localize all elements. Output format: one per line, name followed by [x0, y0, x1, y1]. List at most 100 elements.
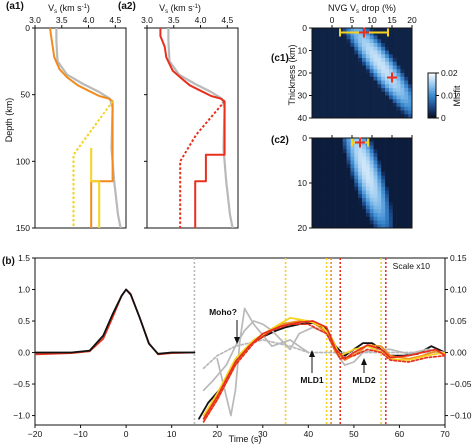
c1-cell: [381, 110, 386, 115]
c2-cell: [388, 145, 394, 150]
c2-cell: [354, 194, 359, 199]
b-xtick-label-4: 20: [212, 429, 222, 439]
c1-cell: [350, 110, 355, 115]
c1-cell: [408, 110, 413, 115]
c2-cell: [315, 175, 320, 180]
c1-cell: [319, 103, 324, 108]
c1-cell: [388, 103, 394, 108]
c2-cell: [381, 205, 386, 210]
c1-cell: [331, 50, 336, 55]
c1-cell: [315, 95, 320, 100]
c2-cell: [319, 194, 324, 199]
c1-cell: [331, 114, 336, 119]
c2-cell: [362, 201, 367, 206]
c1-cell: [312, 35, 317, 40]
c1-cell: [377, 65, 382, 70]
c2-cell: [354, 138, 359, 143]
c2-cell: [331, 179, 336, 184]
c1-cell: [392, 46, 397, 51]
c1-cell: [319, 54, 324, 59]
c1-cell: [408, 73, 413, 78]
c1-cell: [396, 43, 401, 48]
c1-cell: [404, 106, 409, 111]
c2-cell: [388, 156, 394, 161]
c1-cell: [354, 58, 359, 63]
c2-cell: [327, 138, 332, 143]
c1-cell: [381, 28, 386, 33]
c1-cell: [331, 31, 336, 36]
c1-cell: [396, 50, 401, 55]
c2-cell: [315, 168, 320, 173]
c1-cell: [373, 114, 378, 119]
c1-cell: [354, 80, 359, 85]
c2-cell: [331, 224, 336, 229]
b-ytick-label-left-2: 0.5: [18, 316, 30, 326]
c1-cell: [400, 76, 405, 81]
c1-cell: [404, 91, 409, 96]
c2-cell: [362, 153, 367, 158]
c2-cell: [404, 138, 409, 143]
c1-cell: [350, 99, 355, 104]
c1-cell: [354, 28, 359, 33]
c2-cell: [346, 179, 351, 184]
c2-cell: [396, 201, 401, 206]
c2-cell: [373, 145, 378, 150]
c2-cell: [369, 149, 374, 154]
c1-cell: [373, 54, 378, 59]
c1-cell: [400, 114, 405, 119]
c2-cell: [381, 141, 386, 146]
c1-cell: [315, 103, 320, 108]
c2-cell: [377, 175, 382, 180]
c2-cell: [346, 190, 351, 195]
c1-cell: [358, 54, 363, 59]
c2-cell: [342, 183, 347, 188]
c2-cell: [327, 141, 332, 146]
c2-cell: [377, 153, 382, 158]
a1-series-0: [55, 28, 122, 228]
c1-cell: [392, 31, 397, 36]
c1-cell: [335, 65, 340, 70]
c2-cell: [335, 209, 340, 214]
c1-cell: [338, 76, 344, 81]
c2-cell: [323, 171, 328, 176]
c1-cell: [323, 50, 328, 55]
c1-cell: [346, 103, 351, 108]
c2-cell: [396, 141, 401, 146]
c2-cell: [404, 213, 409, 218]
c2-cell: [315, 179, 320, 184]
c2-cell: [331, 205, 336, 210]
c1-cell: [369, 84, 374, 89]
c1-cell: [342, 76, 347, 81]
c2-cell: [342, 186, 347, 191]
c2-cell: [385, 171, 390, 176]
c2-cell: [331, 213, 336, 218]
c1-cell: [335, 69, 340, 74]
c1-cell: [396, 99, 401, 104]
c1-cell: [319, 39, 324, 44]
c2-cell: [369, 175, 374, 180]
c2-cell: [365, 220, 370, 225]
c2-cell: [396, 186, 401, 191]
c2-cell: [385, 186, 390, 191]
c1-cell: [400, 65, 405, 70]
c1-cell: [315, 58, 320, 63]
c1-cell: [327, 76, 332, 81]
c2-cell: [335, 190, 340, 195]
c1-cell: [388, 84, 394, 89]
c2-cell: [400, 186, 405, 191]
c2-cell: [381, 149, 386, 154]
c1-cell: [373, 65, 378, 70]
c1-cell: [396, 61, 401, 66]
c2-cell: [388, 171, 394, 176]
c1-cell: [377, 76, 382, 81]
c1-cell: [354, 61, 359, 66]
c2-cell: [385, 168, 390, 173]
colorbar-cell: [428, 79, 436, 81]
c2-cell: [400, 179, 405, 184]
c1-cell: [327, 99, 332, 104]
c2-cell: [315, 186, 320, 191]
panel-b: −20 −10 0 10 20 30 40 50 60 70 1.5 1.0 0.5 0.0 −0.5 −1.…: [13, 253, 472, 439]
c1-cell: [315, 43, 320, 48]
c1-cell: [404, 76, 409, 81]
c2-cell: [400, 220, 405, 225]
